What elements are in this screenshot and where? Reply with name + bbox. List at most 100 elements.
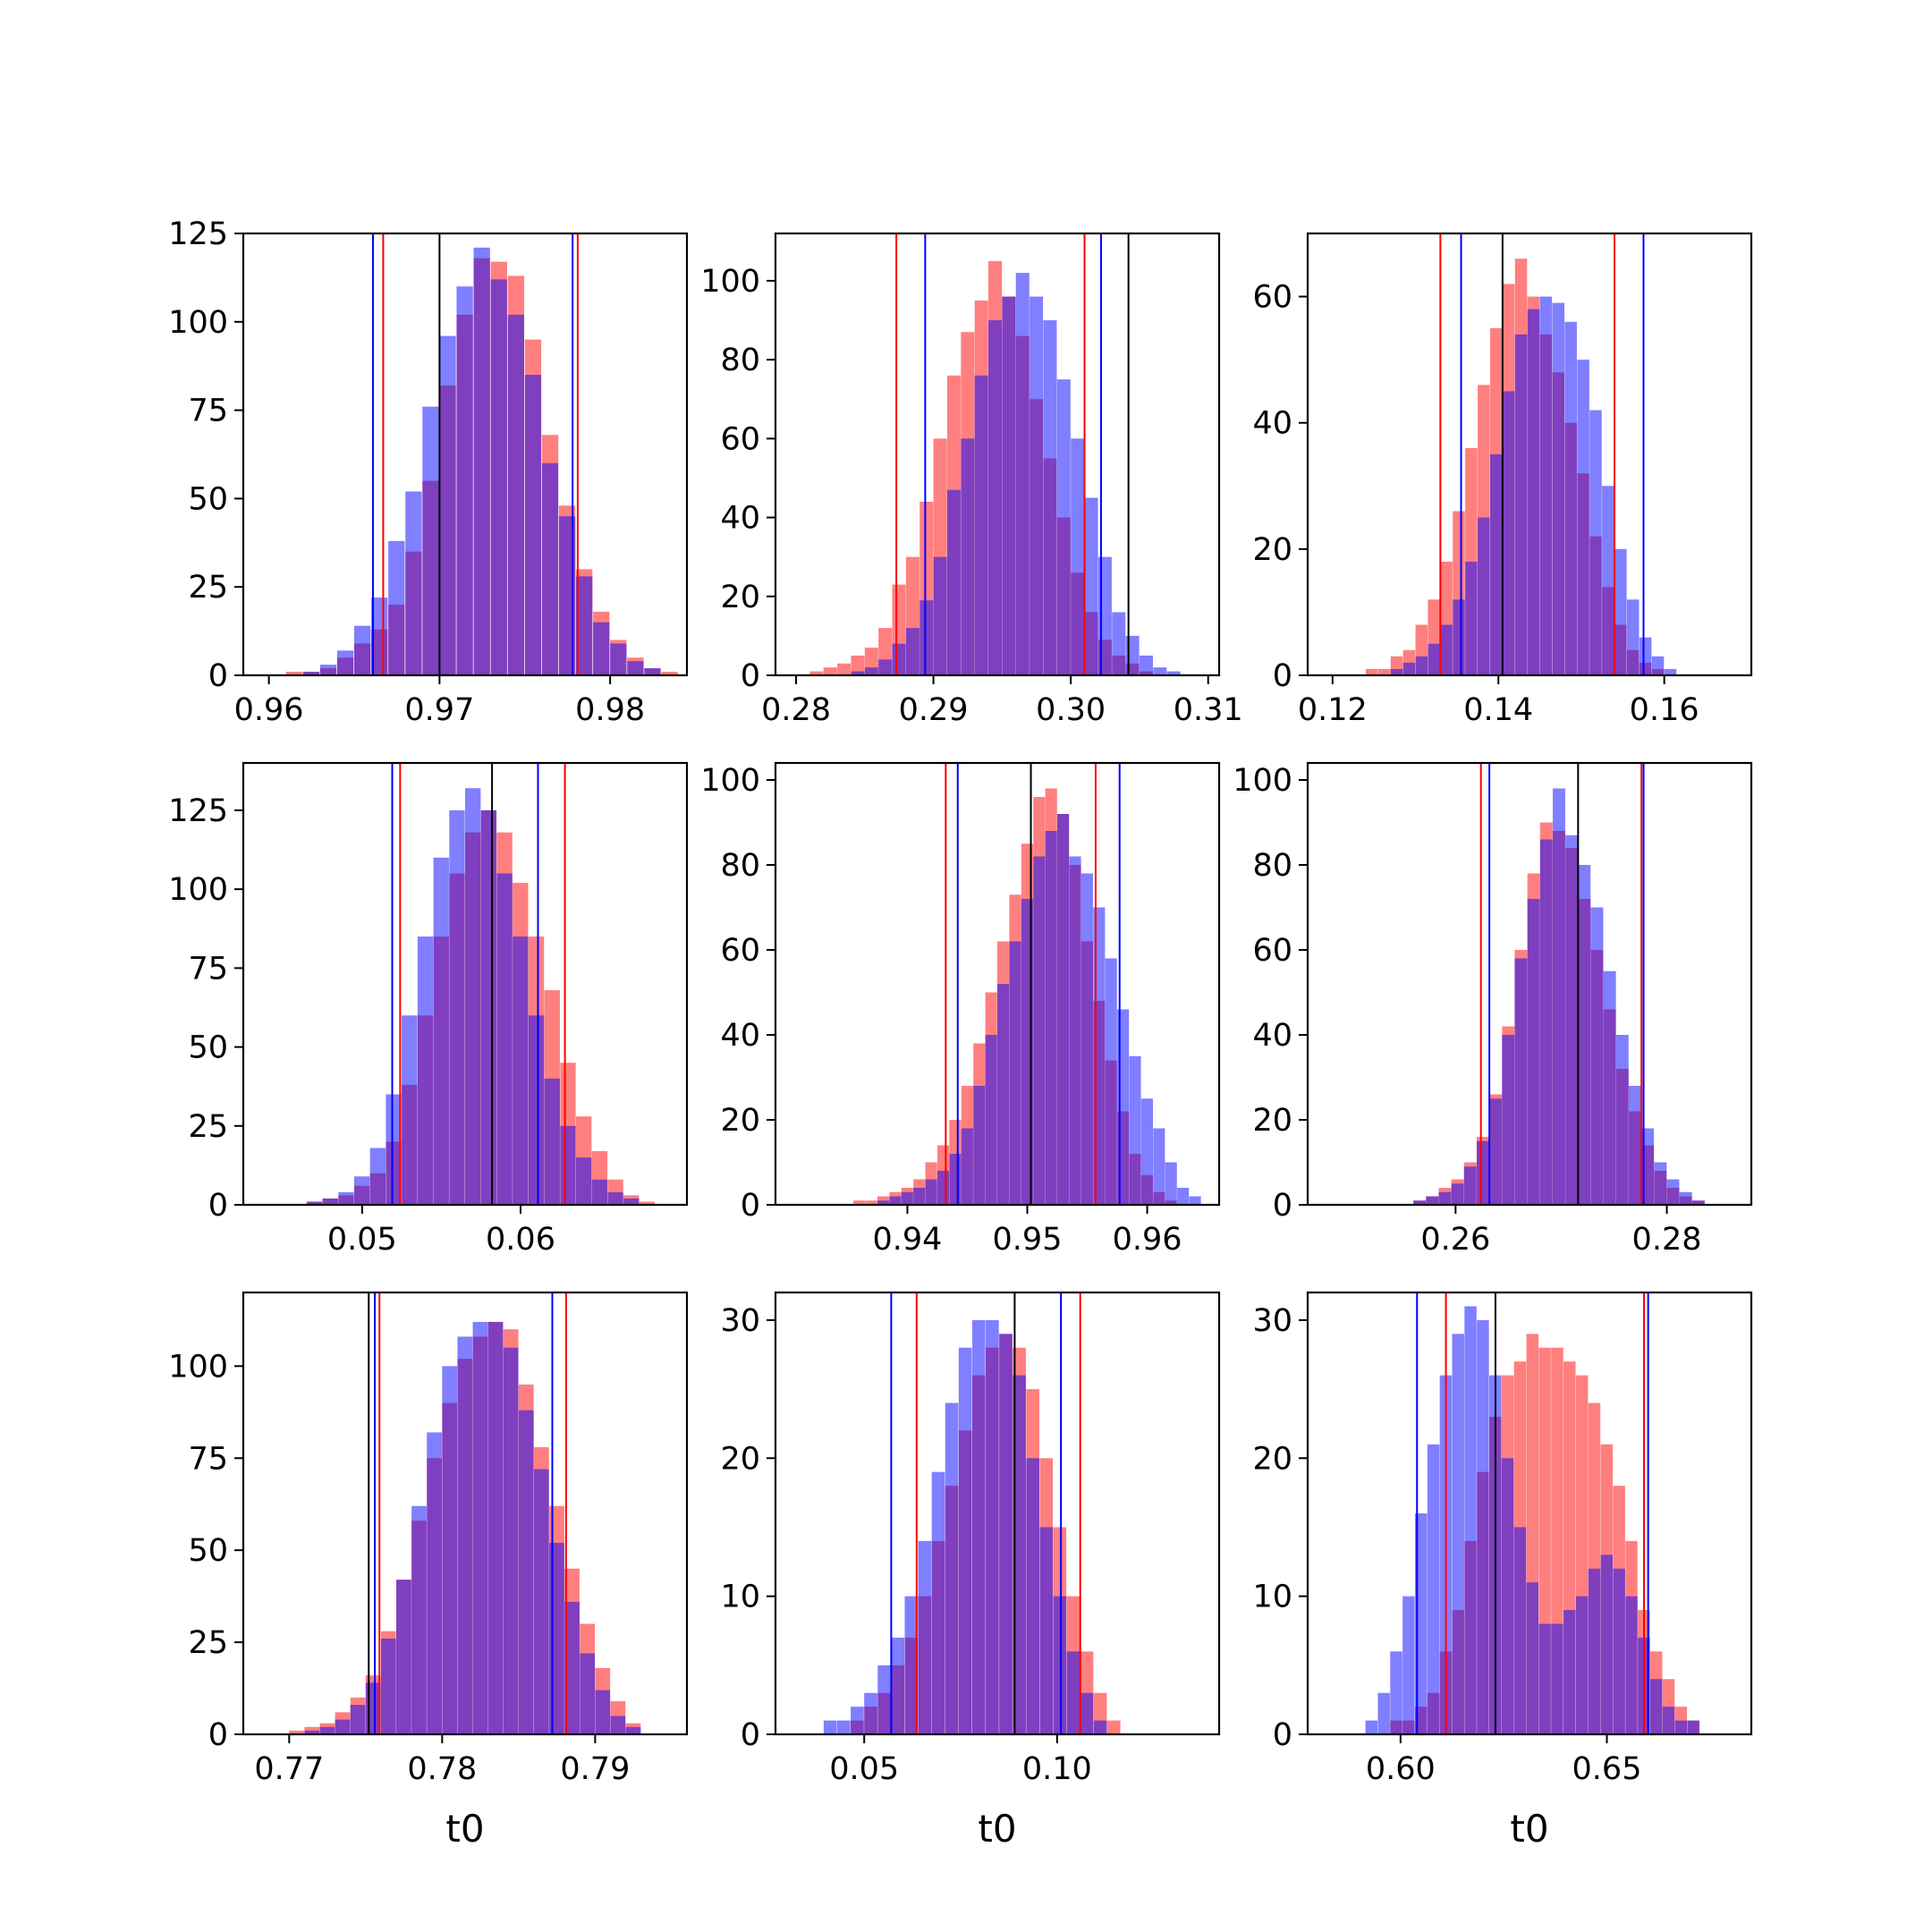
axes-frame	[1306, 232, 1753, 677]
blue-histogram-bar	[507, 314, 525, 675]
blue-histogram-bar	[544, 1078, 560, 1205]
axes-frame	[774, 232, 1221, 677]
x-tick-label: 0.28	[761, 692, 831, 728]
histogram-panel-6: 0.26 0.28 0 20 40 60 80 100	[1233, 761, 1753, 1258]
blue-histogram-bar	[442, 1366, 458, 1734]
x-tick-label: 0.96	[234, 692, 304, 728]
red-histogram-bar	[865, 1200, 877, 1205]
blue-histogram-bar	[1428, 643, 1440, 675]
blue-histogram-bar	[1578, 865, 1591, 1205]
blue-histogram-bar	[973, 1086, 986, 1205]
blue-histogram-bar	[961, 438, 975, 675]
blue-histogram-series	[1413, 788, 1705, 1205]
blue-histogram-bar	[1654, 1162, 1667, 1205]
y-tick-label: 0	[741, 1717, 760, 1753]
x-tick-label: 0.97	[404, 692, 474, 728]
red-histogram-bar	[289, 1730, 305, 1734]
blue-histogram-bar	[945, 1402, 959, 1734]
blue-histogram-bar	[623, 1198, 640, 1205]
x-tick-label: 0.77	[254, 1751, 324, 1787]
blue-histogram-bar	[1390, 1651, 1402, 1734]
blue-histogram-bar	[1069, 856, 1081, 1205]
axes-frame	[1306, 1291, 1753, 1736]
blue-histogram-bar	[936, 1171, 950, 1205]
blue-histogram-bar	[877, 1200, 890, 1205]
blue-histogram-bar	[949, 1154, 962, 1205]
blue-histogram-series	[851, 273, 1181, 675]
blue-histogram-bar	[891, 1637, 905, 1734]
x-tick-label: 0.28	[1632, 1222, 1702, 1258]
blue-histogram-series	[302, 247, 661, 675]
blue-histogram-bar	[1641, 1128, 1655, 1205]
blue-histogram-bar	[1415, 656, 1428, 675]
axes-frame	[242, 232, 689, 677]
blue-histogram-bar	[386, 1094, 402, 1205]
plot-area	[853, 763, 1201, 1205]
plot-area	[1365, 1292, 1699, 1734]
histogram-panel-9: 0.60 0.65 0 10 20 30 t0	[1252, 1291, 1753, 1851]
y-tick-label: 40	[1252, 406, 1292, 442]
red-histogram-bar	[1106, 1720, 1121, 1734]
x-tick-label: 0.31	[1174, 692, 1243, 728]
blue-histogram-bar	[1440, 624, 1453, 675]
blue-histogram-bar	[1564, 321, 1577, 675]
blue-histogram-bar	[465, 788, 481, 1205]
blue-histogram-bar	[558, 516, 576, 675]
histogram-panel-7: 0.77 0.78 0.79 0 25 50 75 100 t0	[168, 1291, 689, 1851]
blue-histogram-bar	[1478, 517, 1490, 675]
blue-histogram-bar	[1030, 296, 1044, 675]
blue-histogram-bar	[472, 1321, 488, 1734]
blue-histogram-bar	[1626, 599, 1640, 675]
blue-histogram-bar	[576, 576, 593, 675]
blue-histogram-bar	[564, 1601, 580, 1734]
blue-histogram-bar	[904, 1596, 919, 1734]
blue-histogram-bar	[889, 1196, 902, 1205]
y-tick-label: 50	[188, 1030, 228, 1066]
blue-histogram-bar	[1390, 668, 1403, 675]
blue-histogram-bar	[1691, 1200, 1705, 1205]
blue-histogram-bar	[1629, 1086, 1641, 1205]
red-histogram-bar	[1365, 668, 1378, 675]
blue-histogram-bar	[1013, 1375, 1026, 1734]
blue-histogram-bar	[336, 650, 354, 675]
plot-area	[1413, 763, 1705, 1205]
x-tick-label: 0.94	[872, 1222, 942, 1258]
blue-histogram-bar	[1365, 1720, 1378, 1734]
blue-histogram-bar	[1080, 873, 1093, 1205]
blue-histogram-bar	[593, 622, 610, 675]
x-tick-label: 0.98	[575, 692, 645, 728]
blue-histogram-bar	[610, 1716, 626, 1734]
y-tick-label: 100	[168, 1349, 228, 1385]
y-tick-label: 20	[720, 580, 760, 615]
blue-histogram-bar	[1015, 273, 1030, 675]
blue-histogram-bar	[513, 936, 529, 1205]
blue-histogram-bar	[322, 1198, 338, 1205]
blue-histogram-bar	[837, 1720, 851, 1734]
y-tick-label: 25	[188, 570, 228, 606]
blue-histogram-bar	[901, 1191, 913, 1205]
histogram-panel-5: 0.94 0.95 0.96 0 20 40 60 80 100	[700, 761, 1221, 1258]
blue-histogram-bar	[1649, 1679, 1663, 1734]
blue-histogram-bar	[427, 1432, 443, 1734]
blue-histogram-bar	[1687, 1720, 1699, 1734]
x-tick-label: 0.10	[1022, 1751, 1092, 1787]
blue-histogram-bar	[595, 1690, 611, 1734]
x-tick-label: 0.96	[1113, 1222, 1182, 1258]
blue-histogram-bar	[986, 1319, 999, 1734]
y-tick-label: 20	[1252, 532, 1292, 568]
x-tick-label: 0.12	[1298, 692, 1368, 728]
y-tick-label: 100	[168, 872, 228, 908]
blue-histogram-bar	[925, 1179, 937, 1205]
blue-histogram-bar	[1590, 907, 1604, 1205]
histogram-panel-8: 0.05 0.10 0 10 20 30 t0	[720, 1291, 1221, 1851]
blue-histogram-series	[304, 1321, 641, 1734]
y-tick-label: 100	[1233, 763, 1292, 799]
y-tick-label: 10	[720, 1580, 760, 1615]
axes-frame	[242, 1291, 689, 1736]
blue-histogram-bar	[1514, 958, 1528, 1205]
blue-histogram-bar	[974, 375, 988, 675]
blue-histogram-bar	[1502, 391, 1515, 675]
blue-histogram-bar	[1451, 1183, 1464, 1205]
blue-histogram-bar	[306, 1201, 323, 1205]
y-tick-label: 20	[720, 1441, 760, 1477]
